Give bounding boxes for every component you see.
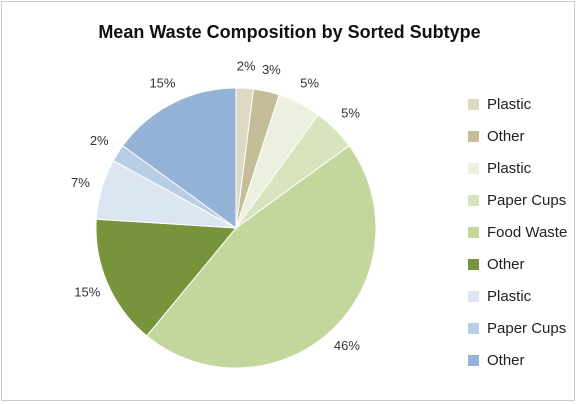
legend-item-4: Food Waste [468, 216, 567, 248]
legend-label-2: Plastic [487, 159, 532, 177]
legend-label-7: Paper Cups [487, 319, 567, 337]
legend-swatch-1 [468, 130, 479, 142]
slice-label-3: 5% [341, 105, 360, 120]
slice-label-1: 3% [262, 62, 281, 77]
pie-slice-8 [122, 87, 237, 229]
slice-label-6: 7% [71, 175, 90, 190]
legend-item-8: Other [468, 344, 567, 376]
legend: Plastic Other Plastic Paper Cups Food Waste O… [468, 88, 567, 376]
slice-label-4: 46% [334, 338, 360, 353]
legend-item-7: Paper Cups [468, 312, 567, 344]
legend-label-3: Paper Cups [487, 191, 567, 209]
legend-swatch-4 [468, 226, 479, 238]
slice-label-0: 2% [237, 58, 256, 73]
legend-swatch-3 [468, 194, 479, 206]
slice-label-5: 15% [74, 284, 100, 299]
legend-label-5: Other [487, 255, 525, 273]
legend-item-0: Plastic [468, 88, 567, 120]
slice-label-7: 2% [90, 133, 109, 148]
chart-title: Mean Waste Composition by Sorted Subtype [98, 22, 481, 42]
legend-item-3: Paper Cups [468, 184, 567, 216]
legend-label-8: Other [487, 351, 525, 369]
legend-swatch-5 [468, 258, 479, 270]
legend-label-1: Other [487, 127, 525, 145]
legend-item-5: Other [468, 248, 567, 280]
legend-label-6: Plastic [487, 287, 532, 305]
legend-item-1: Other [468, 120, 567, 152]
legend-swatch-0 [468, 98, 479, 110]
legend-label-4: Food Waste [487, 223, 568, 241]
legend-label-0: Plastic [487, 95, 532, 113]
legend-swatch-2 [468, 162, 479, 174]
legend-item-2: Plastic [468, 152, 567, 184]
slice-label-8: 15% [149, 76, 175, 91]
pie-slice-4 [146, 145, 377, 369]
pie-slice-5 [95, 218, 238, 337]
legend-swatch-8 [468, 354, 479, 366]
legend-swatch-7 [468, 322, 479, 334]
legend-item-6: Plastic [468, 280, 567, 312]
legend-swatch-6 [468, 290, 479, 302]
slice-label-2: 5% [300, 76, 319, 91]
